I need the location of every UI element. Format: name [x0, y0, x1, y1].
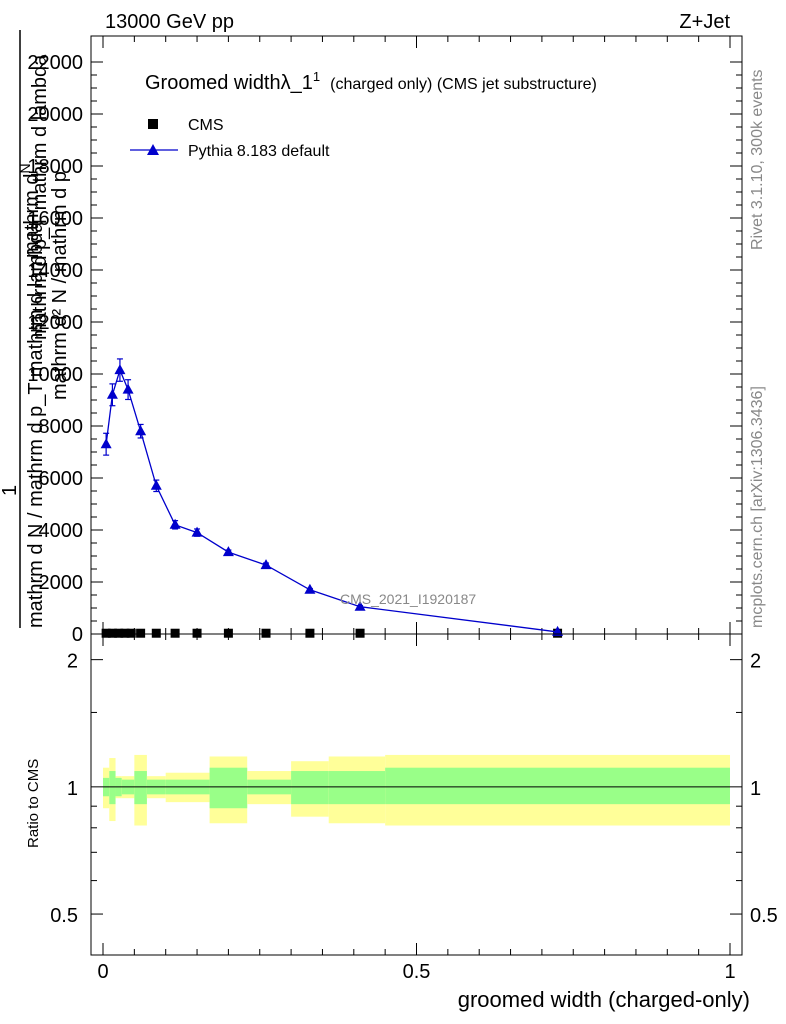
main-title-text: Groomed width — [145, 72, 281, 94]
pythia-point — [304, 583, 316, 594]
watermark: CMS_2021_I1920187 — [340, 591, 476, 607]
ratio-green-band — [209, 767, 248, 809]
legend-cms-label: CMS — [188, 117, 224, 134]
mcplots-label: mcplots.cern.ch [arXiv:1306.3436] — [749, 386, 766, 628]
main-y-tick-label: 10000 — [27, 364, 83, 386]
cms-point — [136, 628, 146, 638]
main-y-tick-label: 4000 — [39, 520, 84, 542]
ratio-x-tick-label: 0 — [97, 961, 108, 983]
main-title-lambda: λ_1 — [281, 72, 313, 94]
ratio-x-tick-label: 0.5 — [403, 961, 431, 983]
process-label: Z+Jet — [679, 11, 730, 33]
pythia-point — [354, 600, 366, 611]
main-y-ticks: 0 2000 4000 6000 8000 10000 12000 14000 16000 180… — [27, 36, 742, 646]
ratio-ticks: 0.5 0.5 1 1 2 2 0 0.5 1 — [50, 634, 778, 983]
ratio-panel: 0.5 0.5 1 1 2 2 0 0.5 1 Ratio to CMS groomed wid… — [25, 633, 778, 1012]
ratio-green-band — [109, 771, 116, 805]
ratio-green-band — [385, 767, 730, 805]
main-y-tick-label: 16000 — [27, 208, 83, 230]
pythia-point — [122, 383, 134, 394]
main-title: Groomed widthλ_11 (charged only) (CMS jet… — [145, 69, 597, 94]
ylabel-one: 1 — [0, 485, 21, 496]
legend-pythia-marker — [147, 144, 159, 155]
ratio-y-tick-label-left: 1 — [67, 778, 78, 800]
main-title-sup: 1 — [313, 69, 320, 84]
cms-point — [126, 628, 136, 638]
cms-point — [192, 628, 202, 638]
ratio-green-band — [134, 771, 147, 805]
main-y-tick-label: 8000 — [39, 416, 84, 438]
legend-cms-marker — [148, 119, 158, 129]
main-y-tick-label: 22000 — [27, 52, 83, 74]
cms-point — [107, 628, 117, 638]
main-series — [100, 358, 564, 638]
cms-point — [261, 628, 271, 638]
pythia-point — [191, 526, 203, 537]
cms-point — [305, 628, 315, 638]
ylabel-overlay: mathrm d p_T mathrm d lambda — [29, 54, 51, 340]
main-title-suffix: (charged only) (CMS jet substructure) — [330, 76, 597, 93]
rivet-label: Rivet 3.1.10, 300k events — [749, 69, 766, 250]
ratio-y-tick-label-right: 1 — [750, 778, 761, 800]
main-y-tick-label: 20000 — [27, 104, 83, 126]
ratio-y-tick-label-left: 2 — [67, 651, 78, 673]
ratio-x-tick-label: 1 — [724, 961, 735, 983]
ylabel-overlay2: mathrm d² N / mathrm d p — [49, 171, 71, 400]
energy-label: 13000 GeV pp — [105, 11, 234, 33]
pythia-point — [169, 518, 181, 529]
cms-point — [151, 628, 161, 638]
cms-point — [101, 628, 111, 638]
cms-point — [120, 628, 130, 638]
pythia-point — [135, 425, 147, 436]
main-y-tick-label: 0 — [72, 624, 83, 646]
x-axis-label: groomed width (charged-only) — [458, 987, 750, 1012]
legend-pythia-label: Pythia 8.183 default — [188, 143, 330, 160]
ylabel-top: mathrm dN — [17, 163, 43, 258]
ratio-frame — [90, 633, 743, 956]
ratio-green-band — [291, 771, 329, 805]
pythia-point — [260, 559, 272, 570]
ratio-green-band — [328, 771, 386, 805]
cms-point — [170, 628, 180, 638]
ratio-bands — [103, 754, 730, 826]
cms-point — [114, 628, 124, 638]
main-y-label: mathrm dN mathrm d p_T mathrm d lambda m… — [0, 30, 71, 628]
pythia-point — [552, 625, 564, 636]
cms-point — [223, 628, 233, 638]
pythia-line — [105, 368, 558, 633]
ratio-y-tick-label-right: 0.5 — [750, 905, 778, 927]
ratio-y-tick-label-right: 2 — [750, 651, 761, 673]
main-panel: 0 2000 4000 6000 8000 10000 12000 14000 16000 180… — [0, 30, 743, 646]
main-y-tick-label: 6000 — [39, 468, 84, 490]
ratio-y-label: Ratio to CMS — [25, 759, 42, 848]
pythia-point — [222, 546, 234, 557]
main-y-tick-label: 14000 — [27, 260, 83, 282]
pythia-point — [106, 388, 118, 399]
cms-point — [355, 628, 365, 638]
main-y-tick-label: 12000 — [27, 312, 83, 334]
ylabel-bottom: mathrm d N / mathrm d p_T mathrm d lambd… — [25, 221, 47, 628]
main-y-tick-label: 18000 — [27, 156, 83, 178]
pythia-point — [100, 438, 112, 449]
pythia-point — [150, 479, 162, 490]
ratio-y-tick-label-left: 0.5 — [50, 905, 78, 927]
main-y-tick-label: 2000 — [39, 572, 84, 594]
pythia-point — [114, 364, 126, 375]
